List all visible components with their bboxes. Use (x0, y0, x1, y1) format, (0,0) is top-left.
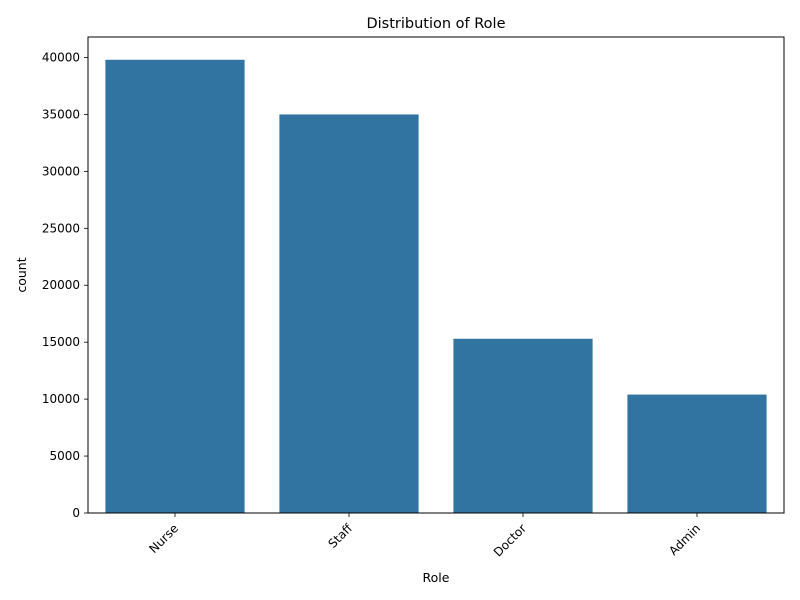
x-tick-label: Admin (666, 521, 703, 558)
y-tick-label: 35000 (42, 107, 80, 121)
y-tick-label: 10000 (42, 392, 80, 406)
x-axis-ticks: Nurse Staff Doctor Admin (146, 513, 703, 560)
y-tick-label: 40000 (42, 50, 80, 64)
bar-nurse (105, 59, 245, 514)
y-tick-label: 30000 (42, 164, 80, 178)
bar-doctor (453, 338, 593, 513)
bar-staff (279, 114, 419, 513)
y-axis-ticks: 0 5000 10000 15000 20000 25000 30000 35000 40000 (42, 50, 88, 520)
x-tick-label: Doctor (491, 521, 529, 559)
x-tick-label: Staff (325, 521, 355, 551)
bar-admin (627, 394, 767, 513)
y-tick-label: 25000 (42, 221, 80, 235)
y-tick-label: 15000 (42, 335, 80, 349)
y-axis-title: count (14, 257, 29, 292)
y-tick-label: 0 (72, 506, 80, 520)
y-tick-label: 20000 (42, 278, 80, 292)
x-tick-label: Nurse (146, 521, 181, 556)
plot-frame (87, 36, 785, 514)
chart-title: Distribution of Role (366, 16, 505, 32)
y-tick-label: 5000 (49, 449, 80, 463)
x-axis-title: Role (423, 570, 450, 585)
bars-group (105, 59, 767, 514)
